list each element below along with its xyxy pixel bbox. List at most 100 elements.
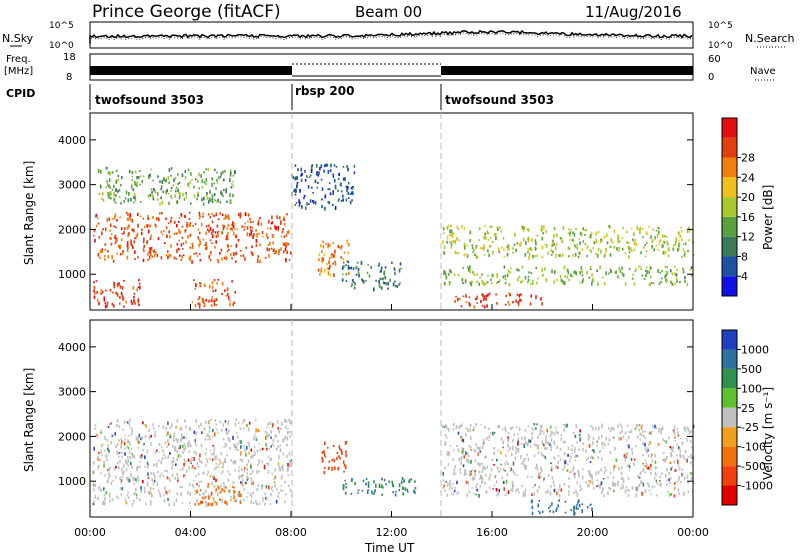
colorbar-tick-label: 24	[741, 171, 755, 184]
colorbar-swatch	[722, 466, 737, 486]
x-tick-label: 20:00	[577, 526, 609, 539]
heatmap-region	[321, 441, 348, 475]
power-colorbar: 4 8 12 16 20 24 28	[721, 117, 755, 297]
heatmap-region	[441, 423, 695, 498]
nave-label: Nave	[750, 66, 776, 77]
colorbar-tick-label: 4	[741, 270, 748, 283]
heatmap-region	[442, 225, 695, 260]
heatmap-region	[97, 166, 236, 206]
nsearch-label: N.Search	[745, 32, 795, 45]
velocity-panel: 1000 2000 3000 4000 Slant Range [km]	[22, 319, 695, 518]
freq-tick-top: 18	[63, 52, 76, 63]
colorbar-tick-label: 16	[741, 211, 755, 224]
time-xlabel: Time UT	[364, 541, 415, 554]
y-tick-label: 1000	[58, 475, 86, 488]
y-tick-label: 4000	[58, 134, 86, 147]
heatmap-region	[92, 278, 141, 309]
colorbar-tick-label: 12	[741, 231, 755, 244]
noise-sky-line	[89, 29, 693, 44]
colorbar-tick-label: -25	[741, 421, 759, 434]
colorbar-swatch	[722, 407, 737, 428]
colorbar-swatch	[722, 177, 737, 198]
heatmap-region	[291, 163, 356, 211]
colorbar-tick-label: 8	[741, 250, 748, 263]
cpid-segment-3: twofsound 3503	[445, 93, 554, 107]
colorbar-tick-label: 25	[741, 402, 755, 415]
colorbar-tick-label: -1000	[741, 480, 773, 493]
colorbar-swatch	[722, 330, 737, 350]
power-tick-bottom: 10^0	[49, 41, 74, 51]
beam-label: Beam 00	[355, 3, 422, 21]
x-tick-label: 08:00	[275, 526, 307, 539]
heatmap-region	[191, 279, 237, 309]
x-tick-label: 00:00	[677, 526, 709, 539]
heatmap-region	[341, 260, 402, 292]
freq-unit-label: [MHz]	[4, 66, 33, 77]
cpid-label: CPID	[6, 87, 35, 100]
heatmap-region	[317, 239, 350, 278]
velocity-ylabel: Slant Range [km]	[22, 368, 36, 472]
power-colorbar-label: Power [dB]	[761, 185, 775, 250]
velocity-heatmap	[92, 418, 695, 516]
station-title: Prince George (fitACF)	[92, 2, 281, 22]
x-tick-label: 04:00	[175, 526, 207, 539]
nsky-label: N.Sky	[2, 32, 34, 45]
colorbar-swatch	[722, 216, 737, 237]
y-tick-label: 1000	[58, 268, 86, 281]
colorbar-swatch	[722, 276, 737, 296]
power-ylabel: Slant Range [km]	[22, 161, 36, 265]
colorbar-swatch	[722, 157, 737, 178]
heatmap-region	[92, 418, 293, 507]
power-tick-bottom-right: 10^0	[708, 41, 733, 51]
colorbar-swatch	[722, 388, 737, 408]
heatmap-region	[92, 211, 292, 264]
colorbar-swatch	[722, 427, 737, 447]
velocity-y-axis: 1000 2000 3000 4000	[58, 341, 693, 488]
x-tick-label: 16:00	[476, 526, 508, 539]
colorbar-tick-label: -500	[741, 460, 766, 473]
power-y-axis: 1000 2000 3000 4000	[58, 134, 693, 281]
velocity-colorbar: 1000 500 100 25 -25 -100 -500 -1000	[721, 329, 773, 506]
colorbar-swatch	[722, 256, 737, 277]
heatmap-region	[443, 265, 693, 287]
colorbar-frame	[721, 329, 738, 506]
nave-tick-top: 60	[708, 54, 721, 65]
colorbar-swatch	[722, 485, 737, 505]
y-tick-label: 2000	[58, 223, 86, 236]
freq-label: Freq.	[6, 54, 31, 65]
colorbar-frame	[721, 117, 738, 297]
power-tick-top: 10^5	[49, 21, 74, 31]
y-tick-label: 3000	[58, 179, 86, 192]
colorbar-swatch	[722, 118, 737, 138]
heatmap-region	[454, 292, 543, 309]
colorbar-tick-label: 500	[741, 363, 762, 376]
date-label: 11/Aug/2016	[585, 3, 682, 21]
colorbar-swatch	[722, 197, 737, 217]
colorbar-swatch	[722, 368, 737, 389]
cpid-segment-2: rbsp 200	[295, 84, 354, 98]
y-tick-label: 4000	[58, 341, 86, 354]
cpid-panel: CPID twofsound 3503 rbsp 200 twofsound 3…	[6, 84, 554, 110]
colorbar-swatch	[722, 137, 737, 158]
time-x-axis: 00:00 04:00 08:00 12:00 16:00 20:00 00:00	[74, 304, 709, 539]
colorbar-swatch	[722, 349, 737, 369]
cpid-segment-1: twofsound 3503	[95, 93, 204, 107]
noise-panel: N.Sky 10^5 10^0 10^5 10^0 N.Search	[2, 21, 795, 51]
y-tick-label: 3000	[58, 386, 86, 399]
colorbar-tick-label: 100	[741, 382, 762, 395]
heatmap-region	[194, 485, 242, 507]
nave-tick-bottom: 0	[708, 72, 714, 83]
colorbar-tick-label: -100	[741, 441, 766, 454]
power-panel: 1000 2000 3000 4000 Slant Range [km]	[22, 112, 695, 311]
colorbar-tick-label: 28	[741, 152, 755, 165]
x-tick-label: 12:00	[376, 526, 408, 539]
power-heatmap	[92, 163, 695, 309]
freq-tick-bottom: 8	[66, 72, 72, 83]
power-tick-top-right: 10^5	[708, 21, 733, 31]
x-tick-label: 00:00	[74, 526, 106, 539]
velocity-colorbar-label: Velocity [m s⁻¹]	[761, 387, 775, 480]
colorbar-tick-label: 1000	[741, 343, 769, 356]
heatmap-region	[530, 499, 593, 516]
y-tick-label: 2000	[58, 430, 86, 443]
